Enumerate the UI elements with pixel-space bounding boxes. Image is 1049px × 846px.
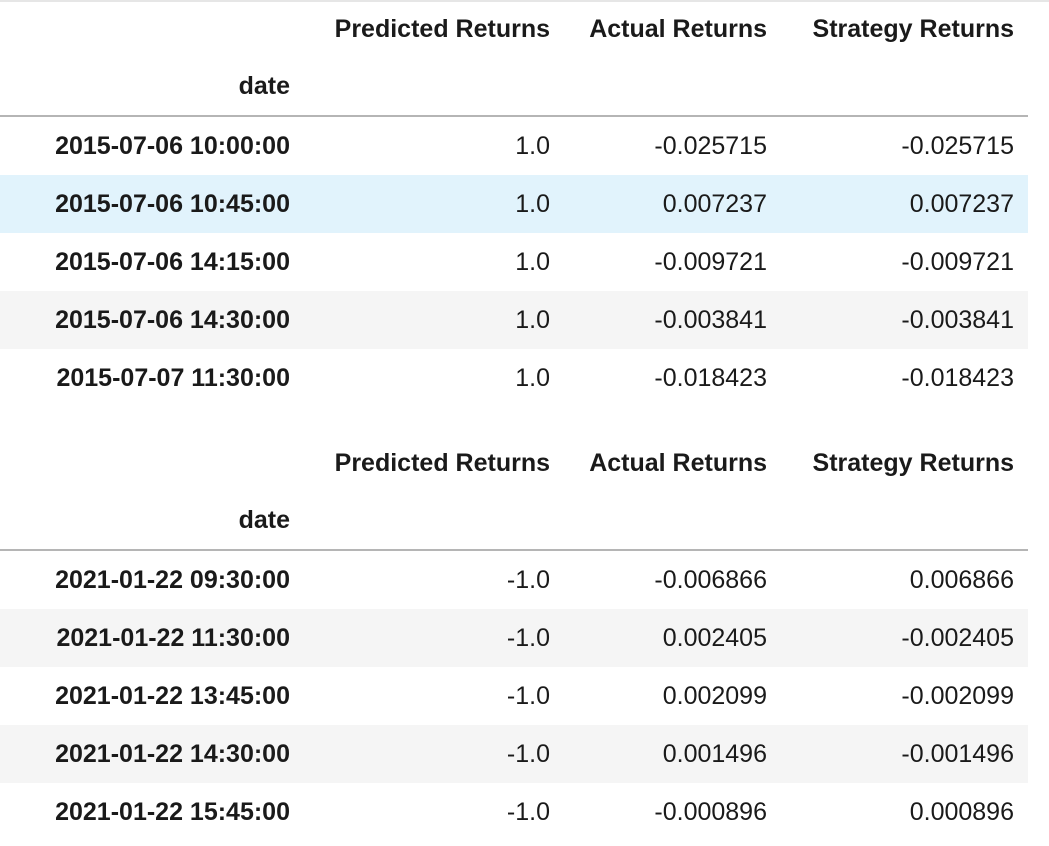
cell-predicted-returns: -1.0 [506, 797, 550, 826]
column-header-row: Predicted Returns Actual Returns Strateg… [0, 434, 1028, 492]
cell-strategy-returns: 0.000896 [909, 797, 1014, 826]
row-index-date: 2021-01-22 14:30:00 [55, 739, 290, 768]
table-row: 2021-01-22 14:30:00 -1.0 0.001496 -0.001… [0, 725, 1028, 783]
column-header-row: Predicted Returns Actual Returns Strateg… [0, 0, 1028, 58]
output-top-border [0, 0, 1049, 2]
cell-strategy-returns: -0.018423 [901, 363, 1014, 392]
table-row: 2015-07-07 11:30:00 1.0 -0.018423 -0.018… [0, 349, 1028, 407]
row-index-date: 2015-07-06 14:15:00 [55, 247, 290, 276]
cell-actual-returns: 0.002405 [662, 623, 767, 652]
cell-predicted-returns: 1.0 [515, 363, 550, 392]
table-row: 2021-01-22 09:30:00 -1.0 -0.006866 0.006… [0, 550, 1028, 609]
blank-corner [0, 434, 304, 492]
cell-actual-returns: -0.000896 [654, 797, 767, 826]
cell-strategy-returns: -0.001496 [901, 739, 1014, 768]
cell-actual-returns: -0.006866 [654, 565, 767, 594]
column-header-actual-returns: Actual Returns [589, 14, 767, 43]
row-index-date: 2021-01-22 13:45:00 [55, 681, 290, 710]
table-row-hovered: 2015-07-06 10:45:00 1.0 0.007237 0.00723… [0, 175, 1028, 233]
blank-corner [0, 0, 304, 58]
cell-strategy-returns: -0.003841 [901, 305, 1014, 334]
cell-strategy-returns: -0.025715 [901, 131, 1014, 160]
index-name-header: date [238, 72, 290, 100]
row-index-date: 2021-01-22 15:45:00 [55, 797, 290, 826]
cell-strategy-returns: -0.009721 [901, 247, 1014, 276]
dataframe-tail-table: Predicted Returns Actual Returns Strateg… [0, 434, 1028, 841]
cell-actual-returns: -0.025715 [654, 131, 767, 160]
row-index-date: 2015-07-06 14:30:00 [55, 305, 290, 334]
row-index-date: 2015-07-06 10:00:00 [55, 131, 290, 160]
table-row: 2015-07-06 10:00:00 1.0 -0.025715 -0.025… [0, 116, 1028, 175]
cell-predicted-returns: 1.0 [515, 247, 550, 276]
cell-predicted-returns: 1.0 [515, 189, 550, 218]
cell-actual-returns: -0.009721 [654, 247, 767, 276]
table-row: 2021-01-22 13:45:00 -1.0 0.002099 -0.002… [0, 667, 1028, 725]
row-index-date: 2021-01-22 11:30:00 [56, 623, 290, 652]
row-index-date: 2015-07-06 10:45:00 [55, 189, 290, 218]
cell-actual-returns: -0.003841 [654, 305, 767, 334]
cell-predicted-returns: 1.0 [515, 131, 550, 160]
column-header-strategy-returns: Strategy Returns [812, 448, 1014, 477]
dataframe-head-table: Predicted Returns Actual Returns Strateg… [0, 0, 1028, 407]
row-index-date: 2015-07-07 11:30:00 [56, 363, 290, 392]
cell-predicted-returns: -1.0 [506, 565, 550, 594]
cell-predicted-returns: 1.0 [515, 305, 550, 334]
row-index-date: 2021-01-22 09:30:00 [55, 565, 290, 594]
column-header-predicted-returns: Predicted Returns [334, 14, 550, 43]
cell-predicted-returns: -1.0 [506, 739, 550, 768]
table-row: 2015-07-06 14:30:00 1.0 -0.003841 -0.003… [0, 291, 1028, 349]
cell-predicted-returns: -1.0 [506, 681, 550, 710]
cell-strategy-returns: -0.002099 [901, 681, 1014, 710]
index-header-row: date [0, 58, 1028, 116]
cell-strategy-returns: 0.007237 [909, 189, 1014, 218]
index-name-header: date [238, 506, 290, 534]
cell-predicted-returns: -1.0 [506, 623, 550, 652]
table-row: 2021-01-22 11:30:00 -1.0 0.002405 -0.002… [0, 609, 1028, 667]
column-header-actual-returns: Actual Returns [589, 448, 767, 477]
cell-actual-returns: 0.007237 [662, 189, 767, 218]
column-header-predicted-returns: Predicted Returns [334, 448, 550, 477]
table-row: 2021-01-22 15:45:00 -1.0 -0.000896 0.000… [0, 783, 1028, 841]
table-row: 2015-07-06 14:15:00 1.0 -0.009721 -0.009… [0, 233, 1028, 291]
cell-actual-returns: 0.002099 [662, 681, 767, 710]
cell-strategy-returns: 0.006866 [909, 565, 1014, 594]
cell-strategy-returns: -0.002405 [901, 623, 1014, 652]
cell-actual-returns: -0.018423 [654, 363, 767, 392]
index-header-row: date [0, 492, 1028, 550]
cell-actual-returns: 0.001496 [662, 739, 767, 768]
column-header-strategy-returns: Strategy Returns [812, 14, 1014, 43]
